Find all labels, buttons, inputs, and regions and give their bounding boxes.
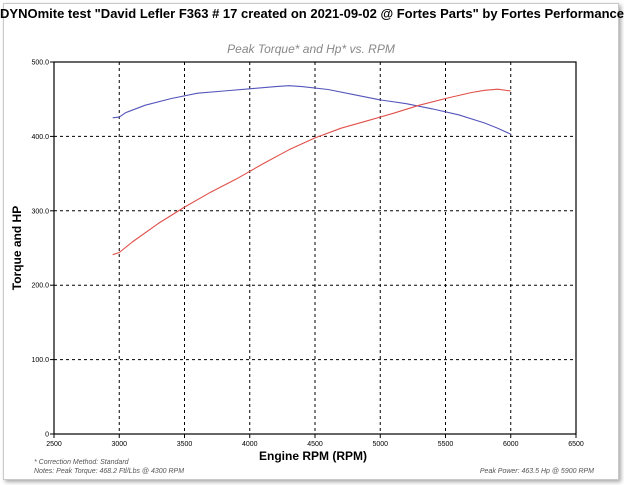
y-tick-label: 400.0 [31,134,49,141]
tick-labels: 2500 3000 3500 4000 4500 5000 5500 6000 6500 0 100… [31,60,583,449]
y-tick-label: 100.0 [31,357,49,364]
grid-lines [54,62,576,434]
x-tick-label: 4000 [242,441,258,448]
y-tick-label: 200.0 [31,283,49,290]
hp-line [112,88,511,256]
chart-window-title: DYNOmite test "David Lefler F363 # 17 cr… [0,6,624,21]
peak-torque-note: Notes: Peak Torque: 468.2 Ftl/Lbs @ 4300… [34,468,185,475]
x-tick-label: 5000 [372,441,388,448]
x-tick-label: 2500 [46,441,62,448]
plot-border [53,61,577,435]
x-tick-label: 5500 [438,441,454,448]
x-tick-label: 3500 [177,441,193,448]
x-tick-label: 6500 [568,441,584,448]
plot-title: Peak Torque* and Hp* vs. RPM [227,42,395,56]
axes [50,61,577,438]
x-tick-label: 4500 [307,441,323,448]
y-axis-label: Torque and HP [10,206,24,290]
peak-power-note: Peak Power: 463.5 Hp @ 5900 RPM [479,468,594,475]
x-axis-label: Engine RPM (RPM) [259,449,367,463]
x-tick-label: 3000 [111,441,127,448]
series-lines [112,85,512,256]
x-tick-label: 6000 [503,441,519,448]
correction-method-note: * Correction Method: Standard [34,459,129,466]
y-tick-label: 300.0 [31,208,49,215]
torque-line [112,85,512,135]
chart-frame [3,3,619,480]
y-tick-label: 500.0 [31,60,49,67]
y-tick-label: 0 [45,432,49,439]
